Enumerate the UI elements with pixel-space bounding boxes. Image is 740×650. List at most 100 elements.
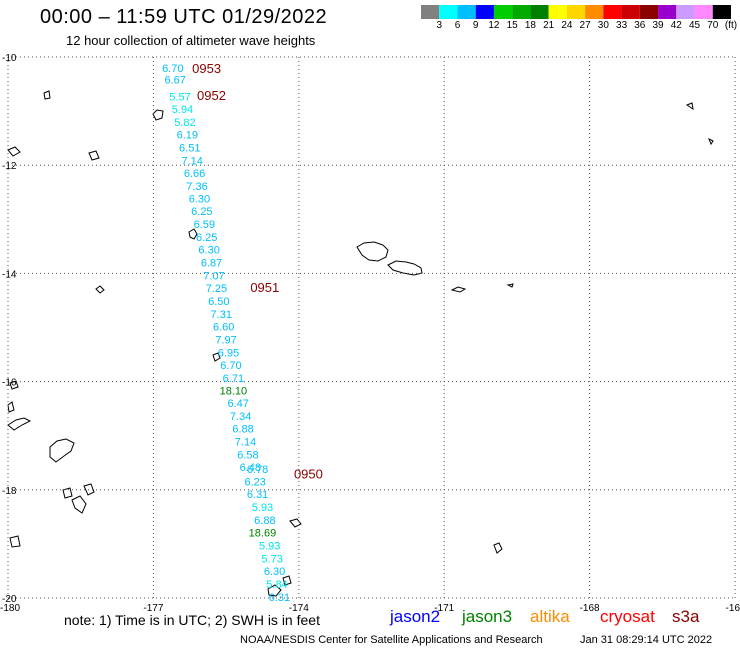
wave-height-value: 6.78 xyxy=(247,464,268,476)
map-subtitle: 12 hour collection of altimeter wave hei… xyxy=(66,33,316,48)
legend-label: 27 xyxy=(579,20,591,31)
island-tonga-a xyxy=(267,584,282,597)
island-fiji-b xyxy=(7,417,32,431)
wave-height-value: 5.82 xyxy=(174,117,195,129)
legend-label: 15 xyxy=(506,20,518,31)
island-w-e xyxy=(62,487,73,499)
wave-height-value: 5.93 xyxy=(252,502,273,514)
legend-swatch xyxy=(548,5,567,19)
island-fiji-f xyxy=(9,380,19,390)
wave-height-value: 7.34 xyxy=(230,411,251,423)
legend-label: 45 xyxy=(688,20,701,31)
satellite-cryosat: cryosat xyxy=(600,607,655,626)
wave-height-value: 7.97 xyxy=(215,334,236,346)
wave-height-value: 18.69 xyxy=(249,528,277,540)
wave-height-value: 7.07 xyxy=(203,271,224,283)
island-tutuila xyxy=(450,286,467,293)
wave-height-value: 7.31 xyxy=(211,309,232,321)
island-w-c xyxy=(43,90,51,100)
wave-height-value: 7.36 xyxy=(186,181,207,193)
legend-label: 36 xyxy=(634,20,646,31)
island-wallis xyxy=(188,228,198,240)
island-northwest xyxy=(152,109,164,121)
legend-label: 39 xyxy=(652,20,664,31)
lon-tick-label: -174 xyxy=(289,603,309,614)
wave-height-value: 5.73 xyxy=(261,554,282,566)
wave-height-value: 6.88 xyxy=(232,424,253,436)
lon-tick-label: -180 xyxy=(0,603,20,614)
legend-label: 21 xyxy=(543,20,555,31)
footer-timestamp: Jan 31 08:29:14 UTC 2022 xyxy=(580,634,713,646)
lat-tick-label: -20 xyxy=(2,594,17,605)
satellite-pass-labels: 0953 0952 0951 0950 xyxy=(192,61,323,482)
wave-height-value: 6.31 xyxy=(247,489,268,501)
satellite-jason2: jason2 xyxy=(390,607,441,626)
legend-swatch xyxy=(621,5,640,19)
island-fiji-d xyxy=(71,495,87,514)
island-ne-a xyxy=(685,102,694,111)
island-fiji-a xyxy=(49,438,75,463)
island-w-a xyxy=(7,146,21,157)
legend-label: 24 xyxy=(561,20,573,31)
wave-height-value: 6.19 xyxy=(177,129,198,141)
island-outlines xyxy=(7,90,714,597)
island-savaii xyxy=(387,260,423,276)
pass-time-label: 0951 xyxy=(250,280,279,295)
legend-swatch xyxy=(421,5,440,19)
wave-height-value: 6.31 xyxy=(269,592,290,604)
color-legend-bar xyxy=(421,5,731,19)
wave-height-value: 6.51 xyxy=(179,142,200,154)
wave-height-value: 5.84 xyxy=(266,579,287,591)
wave-height-value: 7.25 xyxy=(206,283,227,295)
island-fiji-c xyxy=(7,401,15,413)
legend-swatch xyxy=(566,5,586,19)
island-w-b xyxy=(88,150,100,161)
island-tonga-b xyxy=(282,575,292,586)
pass-time-label: 0950 xyxy=(294,467,323,482)
legend-label: 42 xyxy=(670,20,682,31)
legend-swatch xyxy=(457,5,476,19)
lon-tick-label: -16 xyxy=(726,603,740,614)
legend-swatch xyxy=(639,5,659,19)
wave-height-value: 6.71 xyxy=(223,373,244,385)
island-east-b xyxy=(506,283,514,288)
lon-tick-label: -168 xyxy=(580,603,600,614)
legend-label: (ft) xyxy=(724,20,738,31)
wave-height-value: 6.25 xyxy=(191,206,212,218)
island-w-f xyxy=(212,352,221,362)
wave-height-value: 6.25 xyxy=(196,232,217,244)
wave-height-value: 6.30 xyxy=(198,245,219,257)
island-fiji-e xyxy=(83,483,95,496)
legend-swatch xyxy=(475,5,494,19)
satellite-jason3: jason3 xyxy=(462,607,513,626)
legend-swatch xyxy=(676,5,695,19)
legend-label: 30 xyxy=(597,20,609,31)
wave-height-value: 6.50 xyxy=(208,296,229,308)
legend-swatch xyxy=(603,5,622,19)
wave-height-value: 6.67 xyxy=(164,75,185,87)
wave-height-value: 6.88 xyxy=(254,515,275,527)
island-w-d xyxy=(9,535,21,548)
wave-height-value: 6.95 xyxy=(218,347,239,359)
lat-tick-label: -16 xyxy=(2,378,17,389)
wave-height-value: 7.14 xyxy=(235,437,256,449)
legend-swatch xyxy=(439,5,458,19)
wave-height-observations: 6.706.675.575.945.826.196.517.146.667.36… xyxy=(162,63,290,604)
color-legend-labels: 3 6 9 12 15 18 21 24 27 30 33 36 39 42 45 70 (ft) xyxy=(421,20,737,34)
wave-height-value: 6.60 xyxy=(213,321,234,333)
legend-label: 3 xyxy=(436,20,443,31)
lat-lon-grid xyxy=(7,56,736,599)
legend-label: 70 xyxy=(707,20,719,31)
wave-height-value: 18.10 xyxy=(220,385,248,397)
legend-label: 18 xyxy=(524,20,536,31)
legend-label: 6 xyxy=(454,20,461,31)
legend-swatch xyxy=(658,5,677,19)
island-upolu xyxy=(356,241,389,262)
island-futuna xyxy=(95,285,105,294)
island-east-a xyxy=(493,542,503,554)
legend-swatch xyxy=(712,5,731,19)
pass-time-label: 0953 xyxy=(192,61,221,76)
wave-height-value: 6.30 xyxy=(189,194,210,206)
legend-swatch xyxy=(694,5,713,19)
